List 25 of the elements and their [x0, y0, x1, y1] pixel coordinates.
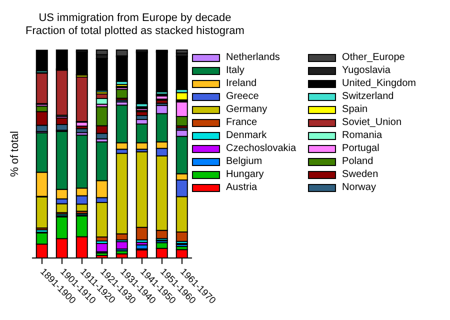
legend-label: Italy	[226, 65, 244, 76]
legend-label: Sweden	[342, 169, 378, 180]
legend-label: Austria	[226, 182, 258, 193]
legend-label: Belgium	[226, 156, 262, 167]
legend-label: Yugoslavia	[342, 65, 390, 76]
legend-label: Switzerland	[342, 91, 394, 102]
legend-label: Ireland	[226, 78, 257, 89]
y-axis-title: % of total	[8, 131, 21, 177]
legend-label: France	[226, 117, 258, 128]
legend-label: Greece	[226, 91, 259, 102]
legend-label: Denmark	[226, 130, 267, 141]
legend-label: Czechoslovakia	[226, 143, 296, 154]
legend-label: Norway	[342, 182, 376, 193]
chart-title: US immigration from Europe by decade	[38, 12, 232, 25]
legend-label: Romania	[342, 130, 382, 141]
legend-label: Hungary	[226, 169, 264, 180]
legend-label: United_Kingdom	[342, 78, 416, 89]
legend-label: Germany	[226, 104, 268, 115]
legend-label: Spain	[342, 104, 368, 115]
legend-label: Netherlands	[226, 52, 280, 63]
legend-label: Soviet_Union	[342, 117, 402, 128]
chart-subtitle: Fraction of total plotted as stacked histogram	[24, 25, 246, 38]
legend-label: Portugal	[342, 143, 380, 154]
legend-label: Poland	[342, 156, 374, 167]
legend-label: Other_Europe	[342, 52, 405, 63]
